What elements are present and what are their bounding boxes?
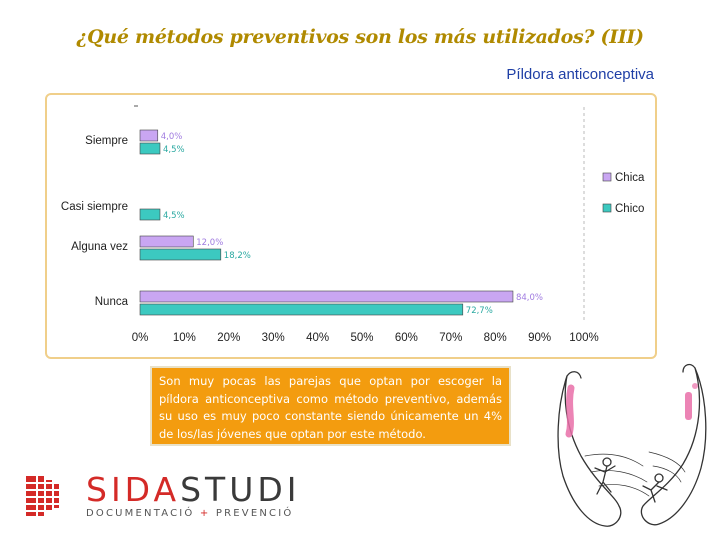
x-tick-label: 100% [569,332,598,344]
bar-chico [139,248,222,261]
bar-chico [139,303,464,316]
legend-swatch-chico [602,203,612,213]
data-label-chica: 12,0% [196,238,223,248]
data-label-chico: 72,7% [466,306,493,316]
x-tick-label: 10% [173,332,196,344]
x-tick-label: 50% [350,332,373,344]
note-text: Son muy pocas las parejas que optan por … [159,374,502,441]
logo-wordmark-studi: STUDI [180,470,301,509]
logo-tagline-plus: + [199,508,211,519]
bar-chart: Siempre 4,0% 4,5% Casi siempre 4,5% Alguna ve… [61,105,645,344]
bar-chico [139,142,161,155]
logo-tagline-prev: PREVENCIÓ [215,508,294,519]
logo-tagline: DOCUMENTACIÓ + PREVENCIÓ [86,508,293,519]
category-label: Nunca [95,296,129,308]
bar-chica [139,235,194,248]
bar-chico [139,208,161,221]
chart-subtitle: Píldora anticonceptiva [506,66,654,83]
sidastudi-logo: SIDASTUDI DOCUMENTACIÓ + PREVENCIÓ [24,472,296,522]
legend-swatch-chica [602,172,612,182]
x-tick-label: 70% [439,332,462,344]
legend-label-chico: Chico [615,203,644,215]
legend-label-chica: Chica [615,172,645,184]
data-label-chico: 4,5% [163,145,185,155]
x-tick-label: 90% [528,332,551,344]
data-label-chico: 18,2% [224,251,251,261]
category-label: Casi siempre [61,201,128,213]
logo-wordmark-sida: SIDA [86,470,181,509]
page-title: ¿Qué métodos preventivos son los más uti… [76,26,644,48]
x-tick-label: 30% [262,332,285,344]
x-tick-label: 0% [132,332,149,344]
bar-chica [139,290,514,303]
x-tick-label: 20% [217,332,240,344]
x-tick-label: 40% [306,332,329,344]
category-label: Siempre [85,135,128,147]
category-label: Alguna vez [71,241,128,253]
logo-wordmark: SIDASTUDI [86,472,301,508]
data-label-chica: 84,0% [516,293,543,303]
logo-tagline-doc: DOCUMENTACIÓ [86,508,195,519]
note-box: Son muy pocas las parejas que optan por … [150,366,511,446]
data-label-chica: 4,0% [161,132,183,142]
bar-chica [139,129,159,142]
logo-emblem-icon [26,476,59,516]
chart-panel: Siempre 4,0% 4,5% Casi siempre 4,5% Alguna ve… [45,93,657,359]
x-tick-label: 80% [484,332,507,344]
x-tick-label: 60% [395,332,418,344]
data-label-chico: 4,5% [163,211,185,221]
couple-with-condom-illustration-icon [557,363,707,527]
